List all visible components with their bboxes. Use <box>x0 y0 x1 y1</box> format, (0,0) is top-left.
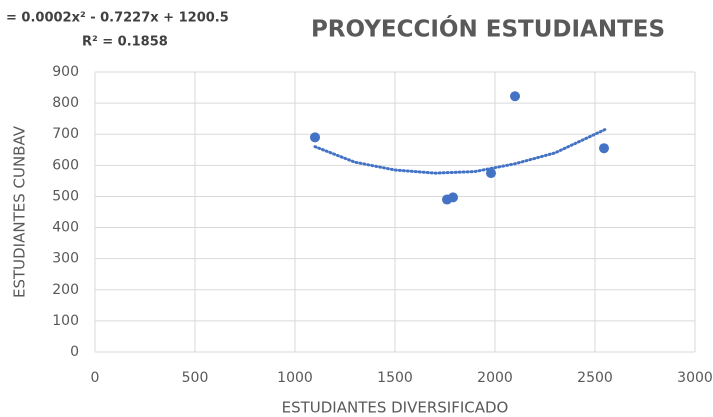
x-tick-label: 3000 <box>677 370 713 386</box>
point <box>510 91 520 102</box>
y-tick-label: 600 <box>52 157 79 173</box>
trend-equation: = 0.0002x² - 0.7227x + 1200.5 <box>6 11 229 26</box>
y-tick-label: 200 <box>52 282 79 298</box>
point <box>599 143 609 154</box>
x-tick-label: 2000 <box>477 370 513 386</box>
y-tick-label: 100 <box>52 313 79 329</box>
y-tick-label: 800 <box>52 95 79 111</box>
y-tick-label: 300 <box>52 251 79 267</box>
x-axis-label: ESTUDIANTES DIVERSIFICADO <box>282 399 509 417</box>
y-tick-label: 400 <box>52 220 79 236</box>
y-tick-label: 0 <box>70 344 79 360</box>
x-tick-label: 1000 <box>277 370 313 386</box>
x-tick-label: 2500 <box>577 370 613 386</box>
point <box>310 132 320 143</box>
y-tick-label: 500 <box>52 188 79 204</box>
x-tick-label: 1500 <box>377 370 413 386</box>
r-squared: R² = 0.1858 <box>82 35 168 50</box>
trendline <box>313 128 607 175</box>
chart-title: PROYECCIÓN ESTUDIANTES <box>311 15 665 43</box>
point <box>486 168 496 179</box>
y-axis-label: ESTUDIANTES CUNBAV <box>11 125 29 298</box>
point <box>448 192 458 203</box>
x-tick-label: 500 <box>182 370 209 386</box>
x-tick-label: 0 <box>91 370 100 386</box>
y-tick-label: 700 <box>52 126 79 142</box>
y-tick-label: 900 <box>52 64 79 80</box>
